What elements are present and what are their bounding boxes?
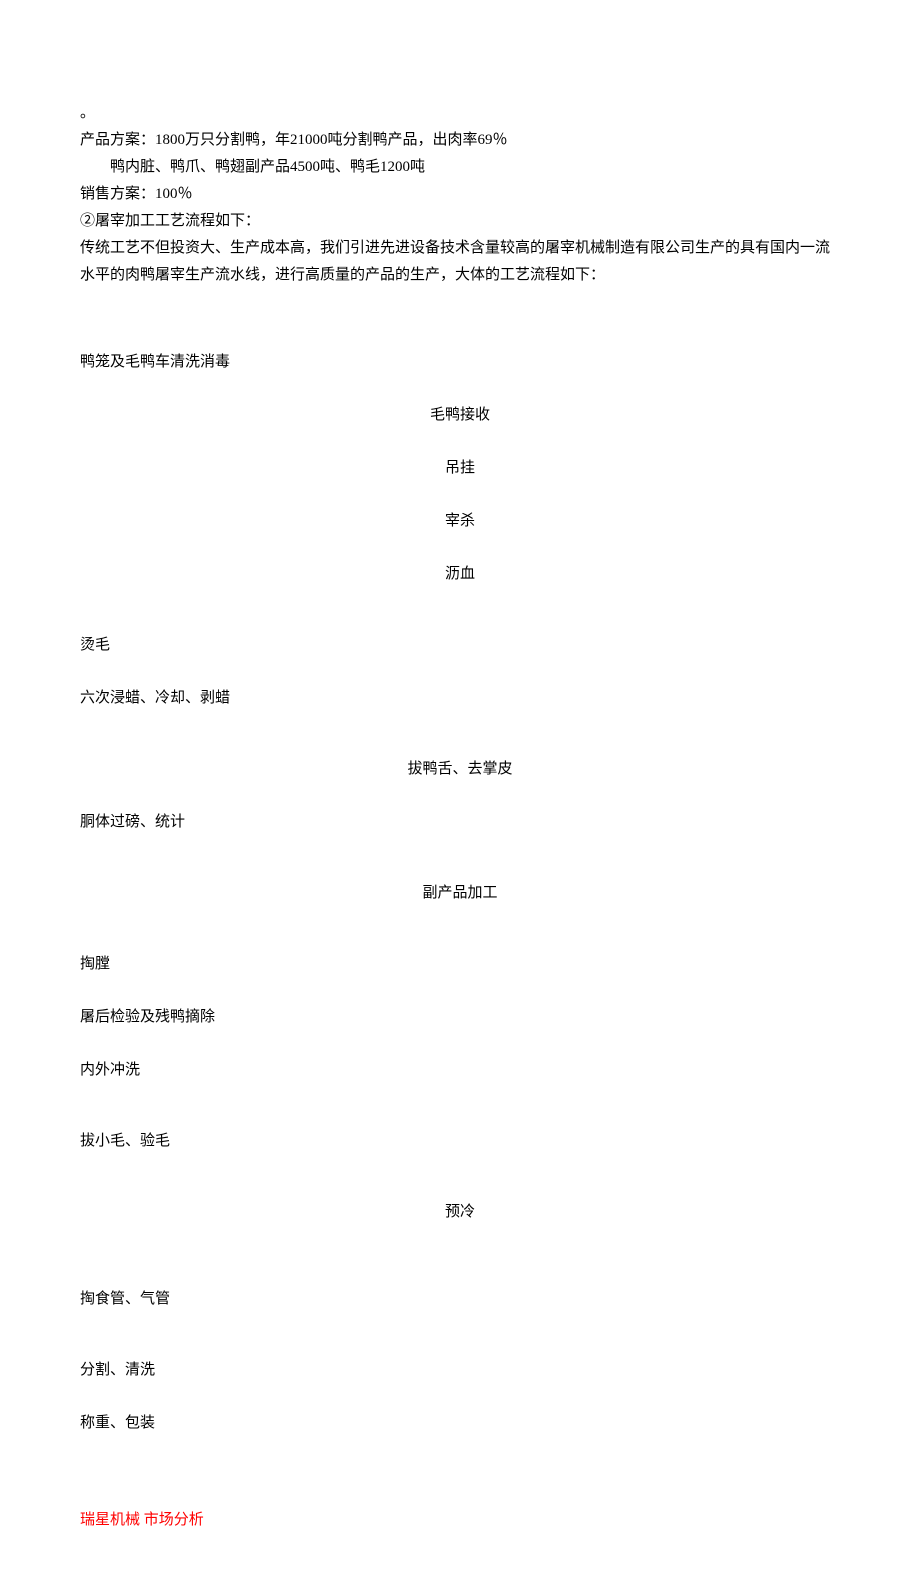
flow-step-4: 宰杀	[80, 508, 840, 535]
product-plan-line2: 鸭内脏、鸭爪、鸭翅副产品4500吨、鸭毛1200吨	[80, 154, 840, 181]
product-plan-line1: 产品方案：1800万只分割鸭，年21000吨分割鸭产品，出肉率69％	[80, 127, 840, 154]
flow-step-18: 称重、包装	[80, 1410, 840, 1437]
flow-step-1: 鸭笼及毛鸭车清洗消毒	[80, 349, 840, 376]
footer-text: 瑞星机械 市场分析	[80, 1507, 840, 1534]
flow-step-2: 毛鸭接收	[80, 402, 840, 429]
sales-plan: 销售方案：100％	[80, 181, 840, 208]
flow-step-6: 烫毛	[80, 632, 840, 659]
document-content: 。 产品方案：1800万只分割鸭，年21000吨分割鸭产品，出肉率69％ 鸭内脏…	[80, 100, 840, 1534]
flow-step-17: 分割、清洗	[80, 1357, 840, 1384]
process-description: 传统工艺不但投资大、生产成本高，我们引进先进设备技术含量较高的屠宰机械制造有限公…	[80, 235, 840, 289]
flow-step-14: 拔小毛、验毛	[80, 1128, 840, 1155]
flow-step-10: 副产品加工	[80, 880, 840, 907]
flow-step-7: 六次浸蜡、冷却、剥蜡	[80, 685, 840, 712]
flow-step-13: 内外冲洗	[80, 1057, 840, 1084]
flow-step-12: 屠后检验及残鸭摘除	[80, 1004, 840, 1031]
top-symbol: 。	[80, 100, 840, 127]
flow-step-8: 拔鸭舌、去掌皮	[80, 756, 840, 783]
flow-step-5: 沥血	[80, 561, 840, 588]
flow-step-16: 掏食管、气管	[80, 1286, 840, 1313]
flow-step-15: 预冷	[80, 1199, 840, 1226]
flow-step-11: 掏膛	[80, 951, 840, 978]
flow-step-3: 吊挂	[80, 455, 840, 482]
flow-step-9: 胴体过磅、统计	[80, 809, 840, 836]
process-heading: ②屠宰加工工艺流程如下：	[80, 208, 840, 235]
